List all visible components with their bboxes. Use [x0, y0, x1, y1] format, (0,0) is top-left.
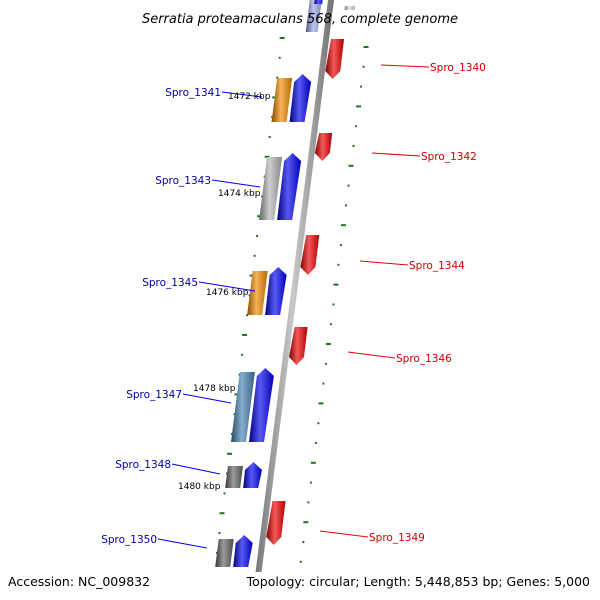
gene-features — [215, 0, 355, 600]
kbp-tick-label: 1480 kbp — [178, 482, 221, 492]
leader-line — [319, 530, 369, 538]
reverse-gene-arrow — [266, 501, 286, 545]
leader-line — [211, 179, 261, 188]
gene-labels: Spro_1341 Spro_1343 Spro_1345 Spro_1347 Spro… — [101, 62, 486, 588]
partial-feature — [314, 0, 323, 4]
cog-block — [225, 466, 243, 488]
cog-block — [215, 539, 234, 567]
reverse-gene-arrow — [314, 133, 333, 161]
leader-line — [380, 64, 430, 68]
forward-gene-arrow — [265, 267, 287, 315]
leader-line — [182, 393, 232, 404]
forward-gene-arrow — [233, 535, 253, 567]
forward-gene-arrow — [289, 74, 312, 122]
gene-label-forward: Spro_1350 — [101, 534, 157, 546]
kbp-tick-label: 1476 kbp — [206, 288, 249, 298]
gene-label-forward: Spro_1347 — [126, 389, 182, 401]
forward-gene-arrow — [249, 368, 274, 442]
leader-line — [347, 351, 396, 359]
topology-text: Topology: circular; Length: 5,448,853 bp… — [246, 574, 590, 589]
map-title: Serratia proteamaculans 568, complete ge… — [142, 12, 458, 27]
forward-gene-arrow — [277, 153, 302, 220]
reverse-gene-arrow — [300, 235, 320, 275]
gene-label-forward: Spro_1343 — [155, 175, 211, 187]
kbp-tick-label: 1478 kbp — [193, 384, 236, 394]
kbp-tick-label: 1474 kbp — [218, 189, 261, 199]
partial-feature — [344, 6, 355, 10]
leader-line — [198, 281, 256, 292]
map-layer: Spro_1341 Spro_1343 Spro_1345 Spro_1347 Spro… — [101, 0, 486, 600]
gene-label-forward: Spro_1345 — [142, 277, 198, 289]
kbp-tick-label: 1472 kbp — [228, 92, 271, 102]
gene-label-reverse: Spro_1349 — [369, 532, 425, 544]
outer-tick-track — [299, 46, 369, 563]
gene-label-reverse: Spro_1342 — [421, 151, 477, 163]
gene-label-forward: Spro_1348 — [115, 459, 171, 471]
cog-block — [247, 271, 268, 315]
leader-line — [171, 463, 221, 475]
leader-line — [359, 260, 409, 266]
gene-label-reverse: Spro_1346 — [396, 353, 452, 365]
backbone-line — [252, 0, 334, 600]
reverse-gene-arrow — [289, 327, 308, 365]
leader-line — [371, 152, 421, 157]
accession-text: Accession: NC_009832 — [8, 574, 150, 589]
cog-block — [259, 157, 283, 220]
leader-line — [157, 538, 208, 549]
partial-feature — [305, 0, 322, 32]
gene-label-reverse: Spro_1344 — [409, 260, 465, 272]
genome-backbone — [252, 0, 334, 600]
gene-label-reverse: Spro_1340 — [430, 62, 486, 74]
leader-line — [221, 91, 263, 98]
reverse-gene-arrow — [325, 39, 345, 79]
gene-label-forward: Spro_1341 — [165, 87, 221, 99]
forward-gene-arrow — [243, 462, 262, 488]
cog-block — [231, 372, 255, 442]
cog-block — [271, 78, 293, 122]
